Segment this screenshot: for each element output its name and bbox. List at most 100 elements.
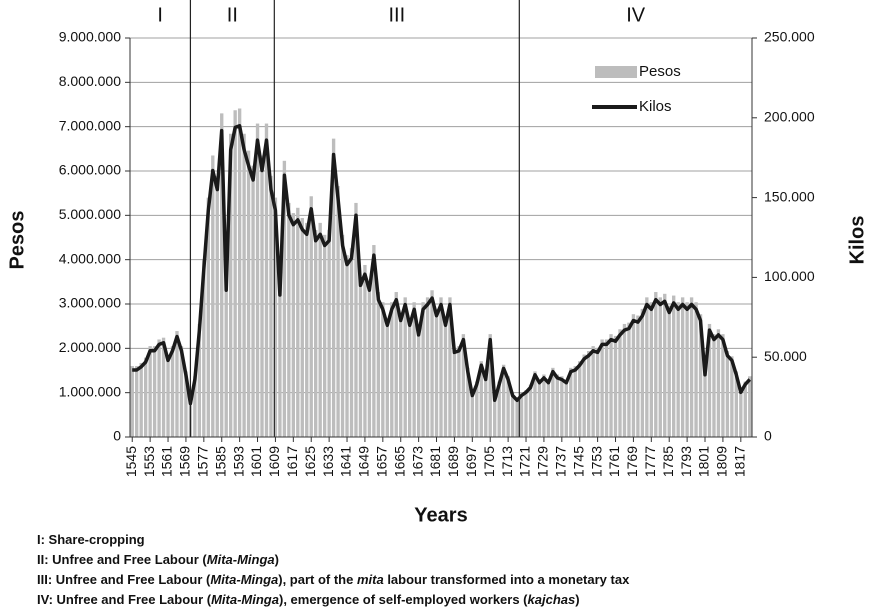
- bar: [399, 314, 403, 437]
- bar: [291, 213, 296, 437]
- bar: [318, 222, 322, 437]
- bar: [560, 376, 564, 437]
- x-tick-label: 1665: [391, 446, 407, 477]
- bar: [591, 346, 595, 437]
- bar: [484, 376, 488, 437]
- bar: [645, 297, 649, 437]
- y2-tick-label: 0: [764, 428, 772, 444]
- bar: [376, 292, 381, 437]
- bar: [439, 297, 443, 437]
- bar: [385, 319, 389, 437]
- bar: [175, 331, 179, 437]
- x-tick-label: 1601: [248, 446, 264, 477]
- x-tick-label: 1745: [570, 446, 586, 477]
- bar: [206, 197, 210, 437]
- bar: [220, 113, 224, 437]
- bar: [672, 295, 676, 437]
- note-part: ), part of the: [278, 572, 357, 587]
- bar: [721, 334, 725, 437]
- bar: [506, 376, 510, 437]
- x-tick-label: 1649: [356, 446, 372, 477]
- y2-tick-label: 250.000: [764, 29, 815, 45]
- bar: [604, 339, 609, 437]
- bar: [309, 196, 313, 437]
- bar: [497, 381, 501, 437]
- bar: [694, 302, 698, 437]
- x-tick-label: 1793: [678, 446, 694, 477]
- x-tick-label: 1641: [338, 446, 354, 477]
- bar: [569, 367, 573, 437]
- x-tick-label: 1553: [141, 446, 157, 477]
- bar: [170, 346, 175, 437]
- bar: [314, 229, 318, 437]
- x-tick-label: 1609: [266, 446, 282, 477]
- note: III: Unfree and Free Labour (Mita-Minga)…: [37, 572, 630, 587]
- x-tick-label: 1721: [517, 446, 533, 477]
- bar: [157, 339, 161, 437]
- x-tick-label: 1681: [427, 446, 443, 477]
- bar: [421, 302, 425, 437]
- x-tick-label: 1761: [606, 446, 622, 477]
- bar: [622, 323, 627, 437]
- bar: [416, 329, 421, 437]
- bar: [613, 335, 618, 437]
- bar: [461, 334, 466, 437]
- bar: [667, 305, 671, 437]
- note-part: II: Unfree and Free Labour (: [37, 552, 207, 567]
- bar: [349, 248, 354, 437]
- bar: [224, 281, 228, 437]
- y-tick-label: 7.000.000: [59, 117, 121, 133]
- bar: [618, 329, 622, 437]
- period-label: II: [227, 4, 238, 26]
- note-part: III: Unfree and Free Labour (: [37, 572, 211, 587]
- legend-label: Kilos: [639, 98, 672, 115]
- x-tick-label: 1577: [195, 446, 211, 477]
- note-part: ): [275, 552, 279, 567]
- bar: [493, 398, 497, 437]
- bar: [457, 346, 461, 437]
- bar: [573, 366, 577, 437]
- bar: [322, 234, 327, 437]
- bar: [367, 281, 372, 437]
- x-tick-label: 1545: [123, 446, 139, 477]
- bar: [515, 398, 519, 437]
- bar: [739, 390, 743, 437]
- y2-tick-label: 150.000: [764, 188, 815, 204]
- bar: [748, 376, 752, 437]
- x-tick-label: 1585: [212, 446, 228, 477]
- x-tick-label: 1729: [535, 446, 551, 477]
- bar: [215, 175, 219, 438]
- bar: [578, 361, 582, 437]
- bar: [179, 346, 184, 437]
- note-part: ): [575, 592, 579, 607]
- bar: [475, 381, 479, 437]
- y-tick-label: 0: [113, 428, 121, 444]
- bar: [546, 379, 551, 437]
- bar: [300, 217, 304, 437]
- bar: [707, 323, 712, 437]
- bar: [685, 302, 689, 437]
- bar: [394, 292, 398, 437]
- bar: [390, 302, 394, 437]
- bar: [654, 292, 658, 437]
- note: II: Unfree and Free Labour (Mita-Minga): [37, 552, 279, 567]
- bar: [193, 376, 197, 437]
- bar: [358, 276, 363, 437]
- bar: [273, 197, 278, 437]
- bar: [698, 314, 703, 437]
- y2-tick-label: 200.000: [764, 109, 815, 125]
- x-tick-label: 1617: [284, 446, 300, 477]
- bar: [135, 366, 139, 437]
- note-part: kajchas: [528, 592, 576, 607]
- bar: [161, 337, 166, 437]
- bar: [403, 297, 407, 437]
- bar: [246, 150, 251, 437]
- bar: [609, 334, 613, 437]
- bar: [636, 315, 640, 437]
- bar: [229, 133, 233, 437]
- note: I: Share-cropping: [37, 532, 145, 547]
- x-tick-label: 1705: [481, 446, 497, 477]
- bar: [649, 302, 653, 437]
- bar: [716, 329, 721, 437]
